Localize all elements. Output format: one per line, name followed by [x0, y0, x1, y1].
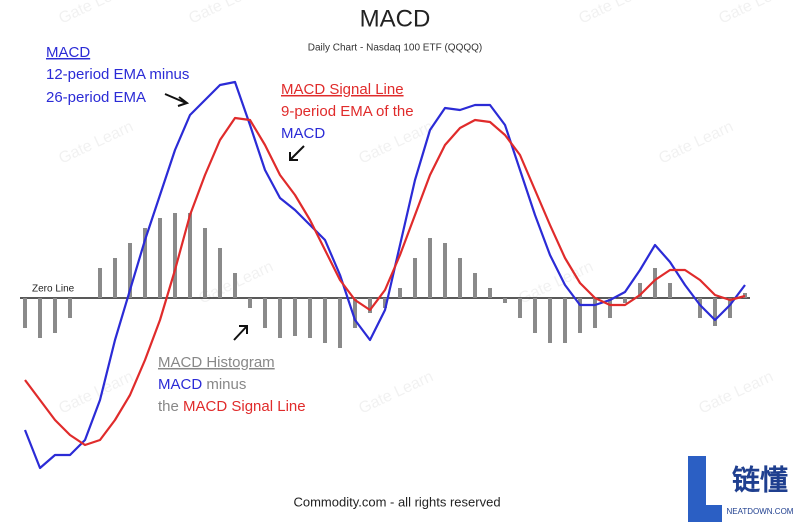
histogram-bar — [428, 238, 432, 298]
histogram-bar — [668, 283, 672, 298]
zero-line-label: Zero Line — [32, 284, 75, 295]
annotation: MACD — [281, 125, 325, 142]
histogram-bar — [728, 298, 732, 318]
annotation: MACD Signal Line — [281, 81, 404, 98]
histogram-bar — [443, 243, 447, 298]
histogram-bar — [248, 298, 252, 308]
watermark: Gate Learn — [56, 118, 136, 167]
histogram-bar — [503, 298, 507, 303]
histogram-bar — [53, 298, 57, 333]
annotation-part: MACD Signal Line — [183, 398, 306, 415]
histogram-bar — [23, 298, 27, 328]
annotation: the MACD Signal Line — [158, 398, 306, 415]
histogram-bar — [638, 283, 642, 298]
histogram-bar — [548, 298, 552, 343]
histogram-bar — [743, 293, 747, 298]
histogram-bar — [68, 298, 72, 318]
histogram-bar — [263, 298, 267, 328]
annotation: MACD minus — [158, 376, 246, 393]
histogram-bar — [623, 298, 627, 303]
watermark: Gate Learn — [656, 118, 736, 167]
histogram-bar — [398, 288, 402, 298]
histogram-bar — [578, 298, 582, 333]
histogram-bar — [293, 298, 297, 336]
annotation-part: MACD — [158, 376, 202, 393]
watermark: Gate Learn — [576, 0, 656, 27]
annotation: MACD — [46, 44, 90, 61]
watermark: Gate Learn — [356, 368, 436, 417]
histogram-bar — [413, 258, 417, 298]
histogram-bar — [338, 298, 342, 348]
annotation-part: the — [158, 398, 179, 415]
arrow — [289, 145, 305, 161]
histogram-bar — [608, 298, 612, 318]
watermark: Gate Learn — [56, 0, 136, 27]
histogram-bar — [383, 298, 387, 308]
histogram-bar — [698, 298, 702, 318]
histogram-bar — [368, 298, 372, 313]
histogram-bar — [113, 258, 117, 298]
annotation: 12-period EMA minus — [46, 66, 189, 83]
histogram-bar — [653, 268, 657, 298]
logo-mark — [688, 456, 722, 522]
histogram-bar — [203, 228, 207, 298]
histogram-bar — [158, 218, 162, 298]
histogram-bar — [128, 243, 132, 298]
histogram-bar — [713, 298, 717, 326]
plot: Zero Line — [20, 80, 750, 470]
histogram-bar — [173, 213, 177, 298]
histogram-bar — [38, 298, 42, 338]
footer: Commodity.com - all rights reserved — [293, 494, 500, 509]
chart-subtitle: Daily Chart - Nasdaq 100 ETF (QQQQ) — [308, 43, 483, 54]
histogram-bar — [563, 298, 567, 343]
logo-subtext: NEATDOWN.COM — [727, 507, 794, 516]
watermark: Gate Learn — [716, 0, 796, 27]
annotation: 9-period EMA of the — [281, 103, 414, 120]
histogram-bar — [308, 298, 312, 338]
chart-title: MACD — [360, 5, 431, 32]
line — [24, 116, 746, 447]
histogram-bar — [233, 273, 237, 298]
histogram-bar — [278, 298, 282, 338]
histogram-bar — [593, 298, 597, 328]
histogram-bar — [143, 228, 147, 298]
histogram-bar — [188, 213, 192, 298]
histogram-bar — [218, 248, 222, 298]
histogram-bar — [473, 273, 477, 298]
watermark: Gate Learn — [696, 368, 776, 417]
histogram-bar — [98, 268, 102, 298]
histogram-bar — [533, 298, 537, 333]
histogram-bar — [323, 298, 327, 343]
histogram-bar — [353, 298, 357, 328]
arrow — [233, 325, 248, 341]
annotation: MACD Histogram — [158, 354, 275, 371]
watermark: Gate Learn — [186, 0, 266, 27]
histogram-bar — [488, 288, 492, 298]
arrow — [164, 93, 190, 107]
histogram-bar — [458, 258, 462, 298]
line — [23, 80, 746, 470]
annotation-part: minus — [206, 376, 246, 393]
logo-text: 链懂 — [732, 464, 788, 495]
histogram-bar — [518, 298, 522, 318]
annotation: 26-period EMA — [46, 89, 146, 106]
watermark: Gate Learn — [356, 118, 436, 167]
